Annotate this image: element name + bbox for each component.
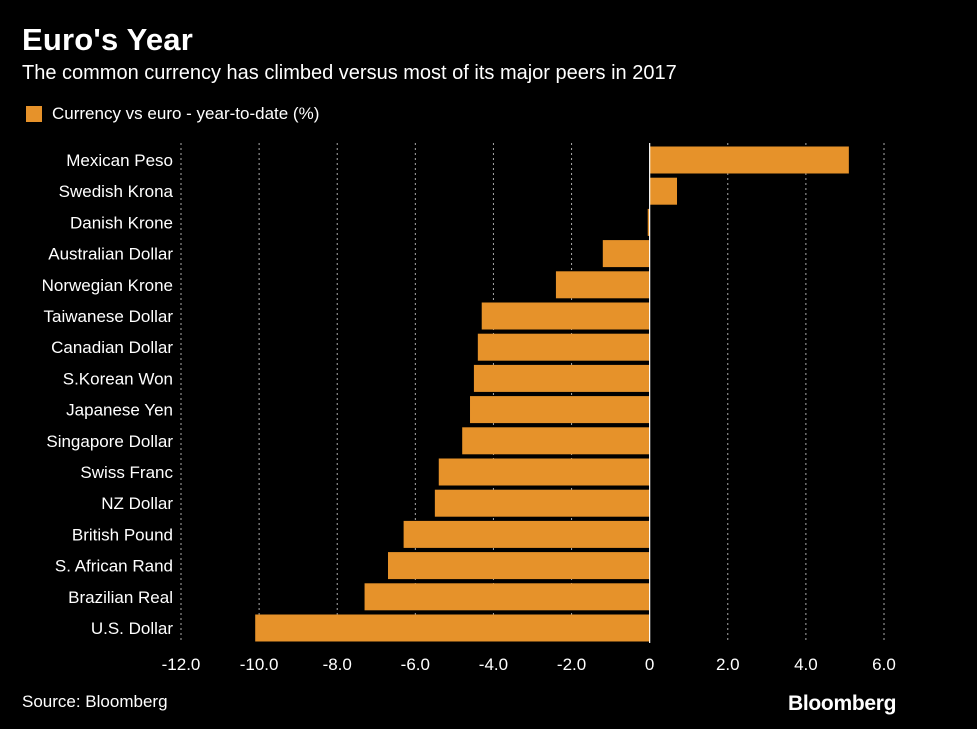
bar: [434, 489, 650, 517]
category-label: Mexican Peso: [66, 151, 173, 170]
chart-title: Euro's Year: [22, 22, 193, 57]
bar: [364, 583, 650, 611]
chart-subtitle: The common currency has climbed versus m…: [22, 62, 677, 84]
category-label: Swiss Franc: [80, 463, 173, 482]
tick-label: -2.0: [557, 655, 586, 674]
category-label: Singapore Dollar: [46, 432, 173, 451]
bar: [649, 146, 849, 174]
category-label: British Pound: [72, 525, 173, 544]
category-label: S.Korean Won: [63, 369, 173, 388]
bar: [462, 427, 650, 455]
tick-label: -10.0: [240, 655, 279, 674]
category-label: Brazilian Real: [68, 588, 173, 607]
category-label: Swedish Krona: [59, 182, 174, 201]
tick-label: 2.0: [716, 655, 740, 674]
bar: [470, 396, 650, 424]
category-label: Norwegian Krone: [42, 276, 173, 295]
category-label: U.S. Dollar: [91, 619, 174, 638]
bar: [387, 552, 650, 580]
bar: [473, 364, 650, 392]
legend: Currency vs euro - year-to-date (%): [26, 104, 319, 124]
category-label: Japanese Yen: [66, 401, 173, 420]
category-label: NZ Dollar: [101, 494, 173, 513]
tick-label: -6.0: [401, 655, 430, 674]
tick-label: 0: [645, 655, 654, 674]
tick-label: -4.0: [479, 655, 508, 674]
bar: [555, 271, 650, 299]
category-label: Australian Dollar: [48, 245, 173, 264]
bar: [403, 520, 650, 548]
bar: [481, 302, 650, 330]
tick-label: 6.0: [872, 655, 896, 674]
bar: [255, 614, 650, 642]
bar: [647, 208, 650, 236]
bar: [438, 458, 650, 486]
category-label: Canadian Dollar: [51, 338, 173, 357]
bar: [649, 177, 678, 205]
legend-label: Currency vs euro - year-to-date (%): [52, 104, 320, 123]
category-label: Taiwanese Dollar: [44, 307, 174, 326]
bar: [477, 333, 650, 361]
bar: [602, 240, 650, 268]
tick-label: -8.0: [323, 655, 352, 674]
tick-label: 4.0: [794, 655, 818, 674]
tick-label: -12.0: [162, 655, 201, 674]
source-note: Source: Bloomberg: [22, 692, 168, 711]
bloomberg-logo: Bloomberg: [788, 692, 897, 715]
legend-swatch: [26, 106, 42, 122]
category-label: Danish Krone: [70, 213, 173, 232]
category-label: S. African Rand: [55, 557, 173, 576]
